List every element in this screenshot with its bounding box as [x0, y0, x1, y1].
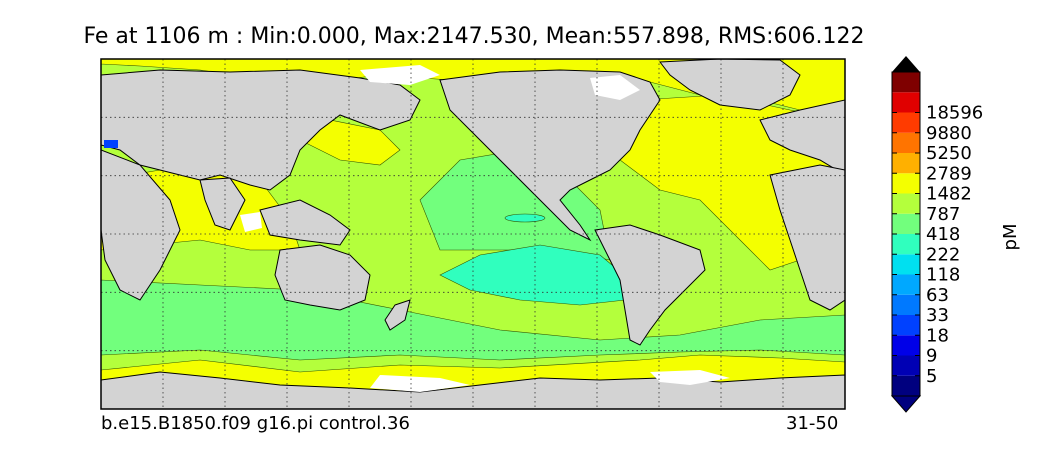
land-australia	[274, 244, 371, 311]
colorbar-segment	[892, 274, 920, 295]
colorbar-segment	[892, 112, 920, 133]
land-antarctica	[101, 371, 845, 409]
missing-arctic	[360, 65, 440, 85]
year-range-caption: 31-50	[786, 413, 839, 434]
land-new-zealand	[384, 299, 411, 331]
colorbar-segment	[892, 254, 920, 275]
colorbar-under-triangle	[890, 395, 922, 413]
colorbar-segment	[892, 173, 920, 194]
missing-arctic-2	[590, 75, 640, 100]
colorbar-tick-label: 2789	[926, 163, 972, 184]
colorbar-segment	[892, 234, 920, 255]
land-eurasia	[101, 69, 421, 191]
missing-se-asia	[240, 212, 262, 232]
colorbar-tick-label: 787	[926, 204, 960, 225]
colorbar-over-triangle	[892, 56, 920, 72]
colorbar-tick-label: 9	[926, 346, 937, 367]
pacific-cyan-patch	[504, 213, 546, 223]
colorbar-segment	[892, 213, 920, 234]
colorbar-tick-label: 9880	[926, 123, 972, 144]
colorbar-segment	[892, 153, 920, 174]
missing-antarctic-2	[650, 370, 730, 385]
land-north-america	[439, 69, 661, 242]
colorbar-tick-label: 33	[926, 305, 949, 326]
land-africa-west	[101, 149, 181, 301]
land-south-america	[594, 224, 706, 346]
map-title: Fe at 1106 m : Min:0.000, Max:2147.530, …	[83, 24, 865, 49]
colorbar-tick-label: 222	[926, 244, 960, 265]
colorbar-segment	[892, 72, 920, 93]
missing-data-patches	[240, 65, 730, 392]
colorbar-tick-label: 5250	[926, 143, 972, 164]
colorbar-tick-label: 5	[926, 366, 937, 387]
land-india	[199, 177, 246, 231]
colorbar-tick-label: 418	[926, 224, 960, 245]
blue-patch-caspian	[104, 140, 118, 148]
colorbar-segment	[892, 375, 920, 396]
colorbar-segment	[892, 132, 920, 153]
run-name-caption: b.e15.B1850.f09 g16.pi control.36	[101, 413, 410, 434]
colorbar-segment	[892, 92, 920, 113]
land-africa	[769, 164, 845, 311]
land-masses	[101, 59, 845, 409]
missing-antarctic	[370, 375, 470, 392]
colorbar-tick-label: 18	[926, 325, 949, 346]
colorbar-tick-label: 118	[926, 265, 960, 286]
colorbar-tick-label: 63	[926, 285, 949, 306]
colorbar-tick-label: 18596	[926, 103, 983, 124]
colorbar-segment	[892, 294, 920, 315]
colorbar-segment	[892, 315, 920, 336]
map-frame	[100, 58, 846, 410]
colorbar-unit-label: pM	[1000, 223, 1021, 251]
colorbar-segment	[892, 335, 920, 356]
colorbar-segment	[892, 193, 920, 214]
map-content	[101, 59, 845, 409]
colorbar-tick-label: 1482	[926, 184, 972, 205]
colorbar-segment	[892, 355, 920, 376]
